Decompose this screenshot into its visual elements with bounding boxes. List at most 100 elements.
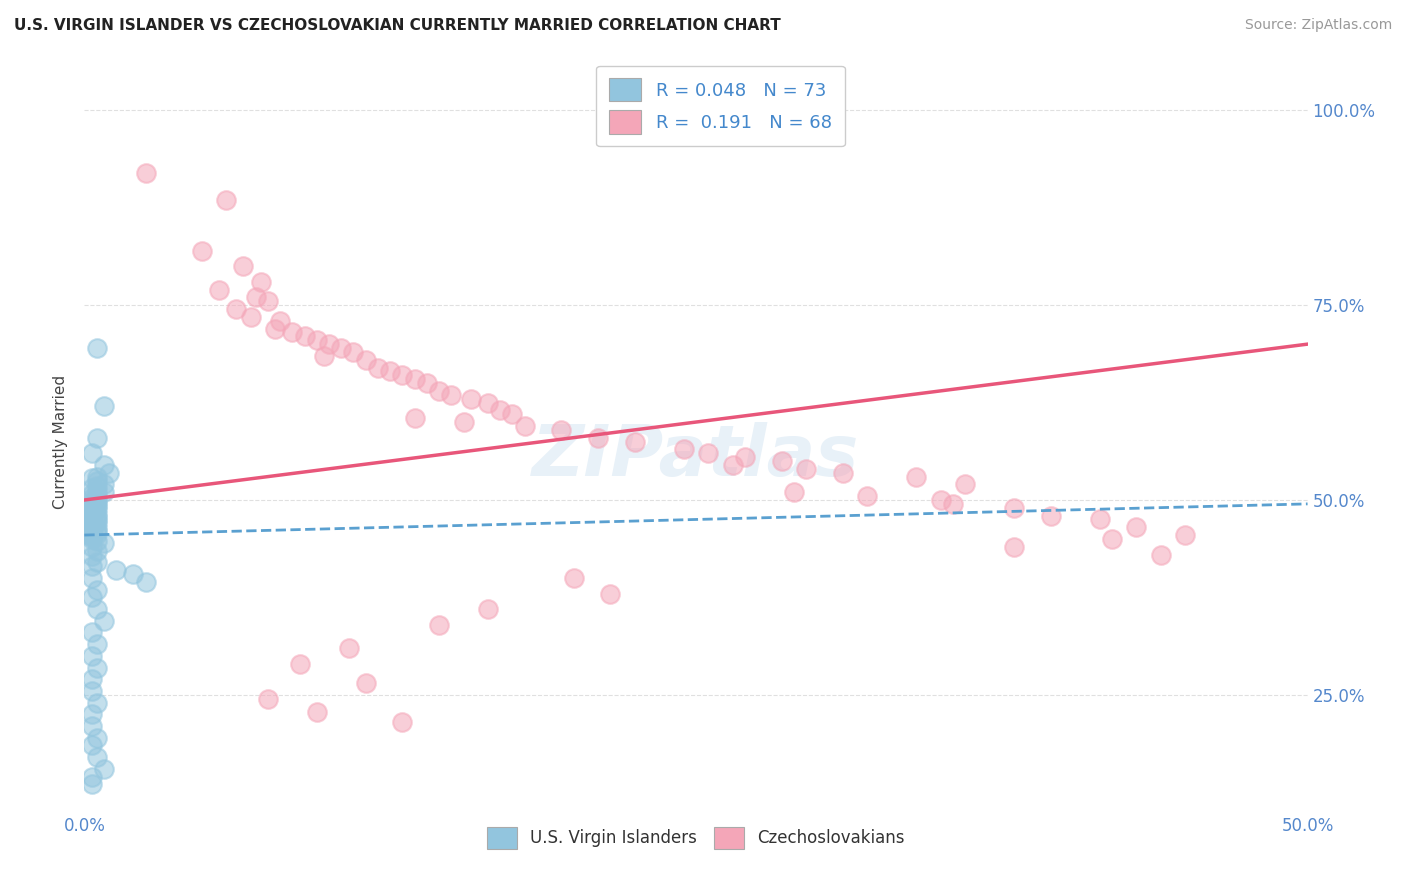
Point: [460, 392, 482, 406]
Point: [80, 506, 103, 520]
Point: [86, 507, 108, 521]
Point: [80, 672, 103, 686]
Point: [86, 582, 108, 597]
Point: [93, 477, 115, 491]
Point: [783, 485, 806, 500]
Point: [550, 423, 572, 437]
Point: [80, 540, 103, 554]
Point: [86, 660, 108, 674]
Point: [86, 696, 108, 710]
Point: [330, 341, 353, 355]
Y-axis label: Currently Married: Currently Married: [53, 375, 69, 508]
Point: [264, 321, 287, 335]
Point: [86, 500, 108, 514]
Point: [354, 352, 377, 367]
Point: [1101, 532, 1123, 546]
Point: [225, 301, 247, 316]
Point: [404, 411, 426, 425]
Point: [1039, 508, 1062, 523]
Point: [80, 517, 103, 532]
Point: [337, 641, 360, 656]
Text: ZIPatlas: ZIPatlas: [533, 422, 859, 491]
Point: [80, 777, 103, 791]
Point: [245, 290, 267, 304]
Point: [93, 458, 115, 472]
Point: [80, 471, 103, 485]
Point: [86, 479, 108, 493]
Point: [80, 446, 103, 460]
Point: [86, 602, 108, 616]
Point: [80, 530, 103, 544]
Point: [86, 731, 108, 745]
Point: [105, 563, 128, 577]
Point: [80, 591, 103, 605]
Point: [586, 431, 609, 445]
Point: [215, 193, 238, 207]
Point: [93, 614, 115, 628]
Point: [416, 376, 439, 390]
Point: [1150, 548, 1173, 562]
Point: [80, 508, 103, 523]
Point: [257, 691, 280, 706]
Point: [232, 259, 254, 273]
Point: [191, 244, 214, 258]
Point: [86, 469, 108, 483]
Point: [599, 586, 621, 600]
Point: [697, 446, 720, 460]
Point: [80, 684, 103, 698]
Point: [86, 489, 108, 503]
Point: [953, 477, 976, 491]
Point: [80, 481, 103, 495]
Point: [80, 719, 103, 733]
Point: [489, 403, 512, 417]
Point: [86, 475, 108, 489]
Point: [80, 625, 103, 640]
Point: [80, 549, 103, 563]
Point: [477, 602, 499, 616]
Point: [831, 466, 853, 480]
Point: [86, 431, 108, 445]
Point: [86, 750, 108, 764]
Point: [354, 676, 377, 690]
Point: [135, 574, 157, 589]
Point: [93, 400, 115, 414]
Point: [1174, 528, 1197, 542]
Point: [80, 739, 103, 753]
Point: [257, 294, 280, 309]
Point: [440, 388, 463, 402]
Point: [80, 515, 103, 529]
Point: [427, 617, 450, 632]
Point: [86, 516, 108, 531]
Point: [80, 519, 103, 533]
Point: [404, 372, 426, 386]
Point: [305, 705, 328, 719]
Point: [80, 491, 103, 506]
Point: [513, 419, 536, 434]
Point: [86, 513, 108, 527]
Point: [794, 462, 817, 476]
Point: [672, 442, 695, 457]
Point: [86, 521, 108, 535]
Point: [318, 337, 340, 351]
Point: [135, 166, 157, 180]
Point: [1002, 500, 1025, 515]
Point: [86, 527, 108, 541]
Point: [721, 458, 744, 472]
Point: [208, 283, 231, 297]
Point: [288, 657, 311, 671]
Point: [80, 525, 103, 540]
Point: [453, 415, 475, 429]
Point: [86, 483, 108, 498]
Point: [93, 485, 115, 500]
Text: Source: ZipAtlas.com: Source: ZipAtlas.com: [1244, 18, 1392, 32]
Point: [80, 523, 103, 537]
Point: [80, 498, 103, 512]
Point: [1125, 520, 1147, 534]
Point: [80, 511, 103, 525]
Point: [80, 487, 103, 501]
Point: [80, 500, 103, 515]
Point: [249, 275, 271, 289]
Point: [122, 567, 145, 582]
Point: [80, 770, 103, 784]
Point: [269, 314, 291, 328]
